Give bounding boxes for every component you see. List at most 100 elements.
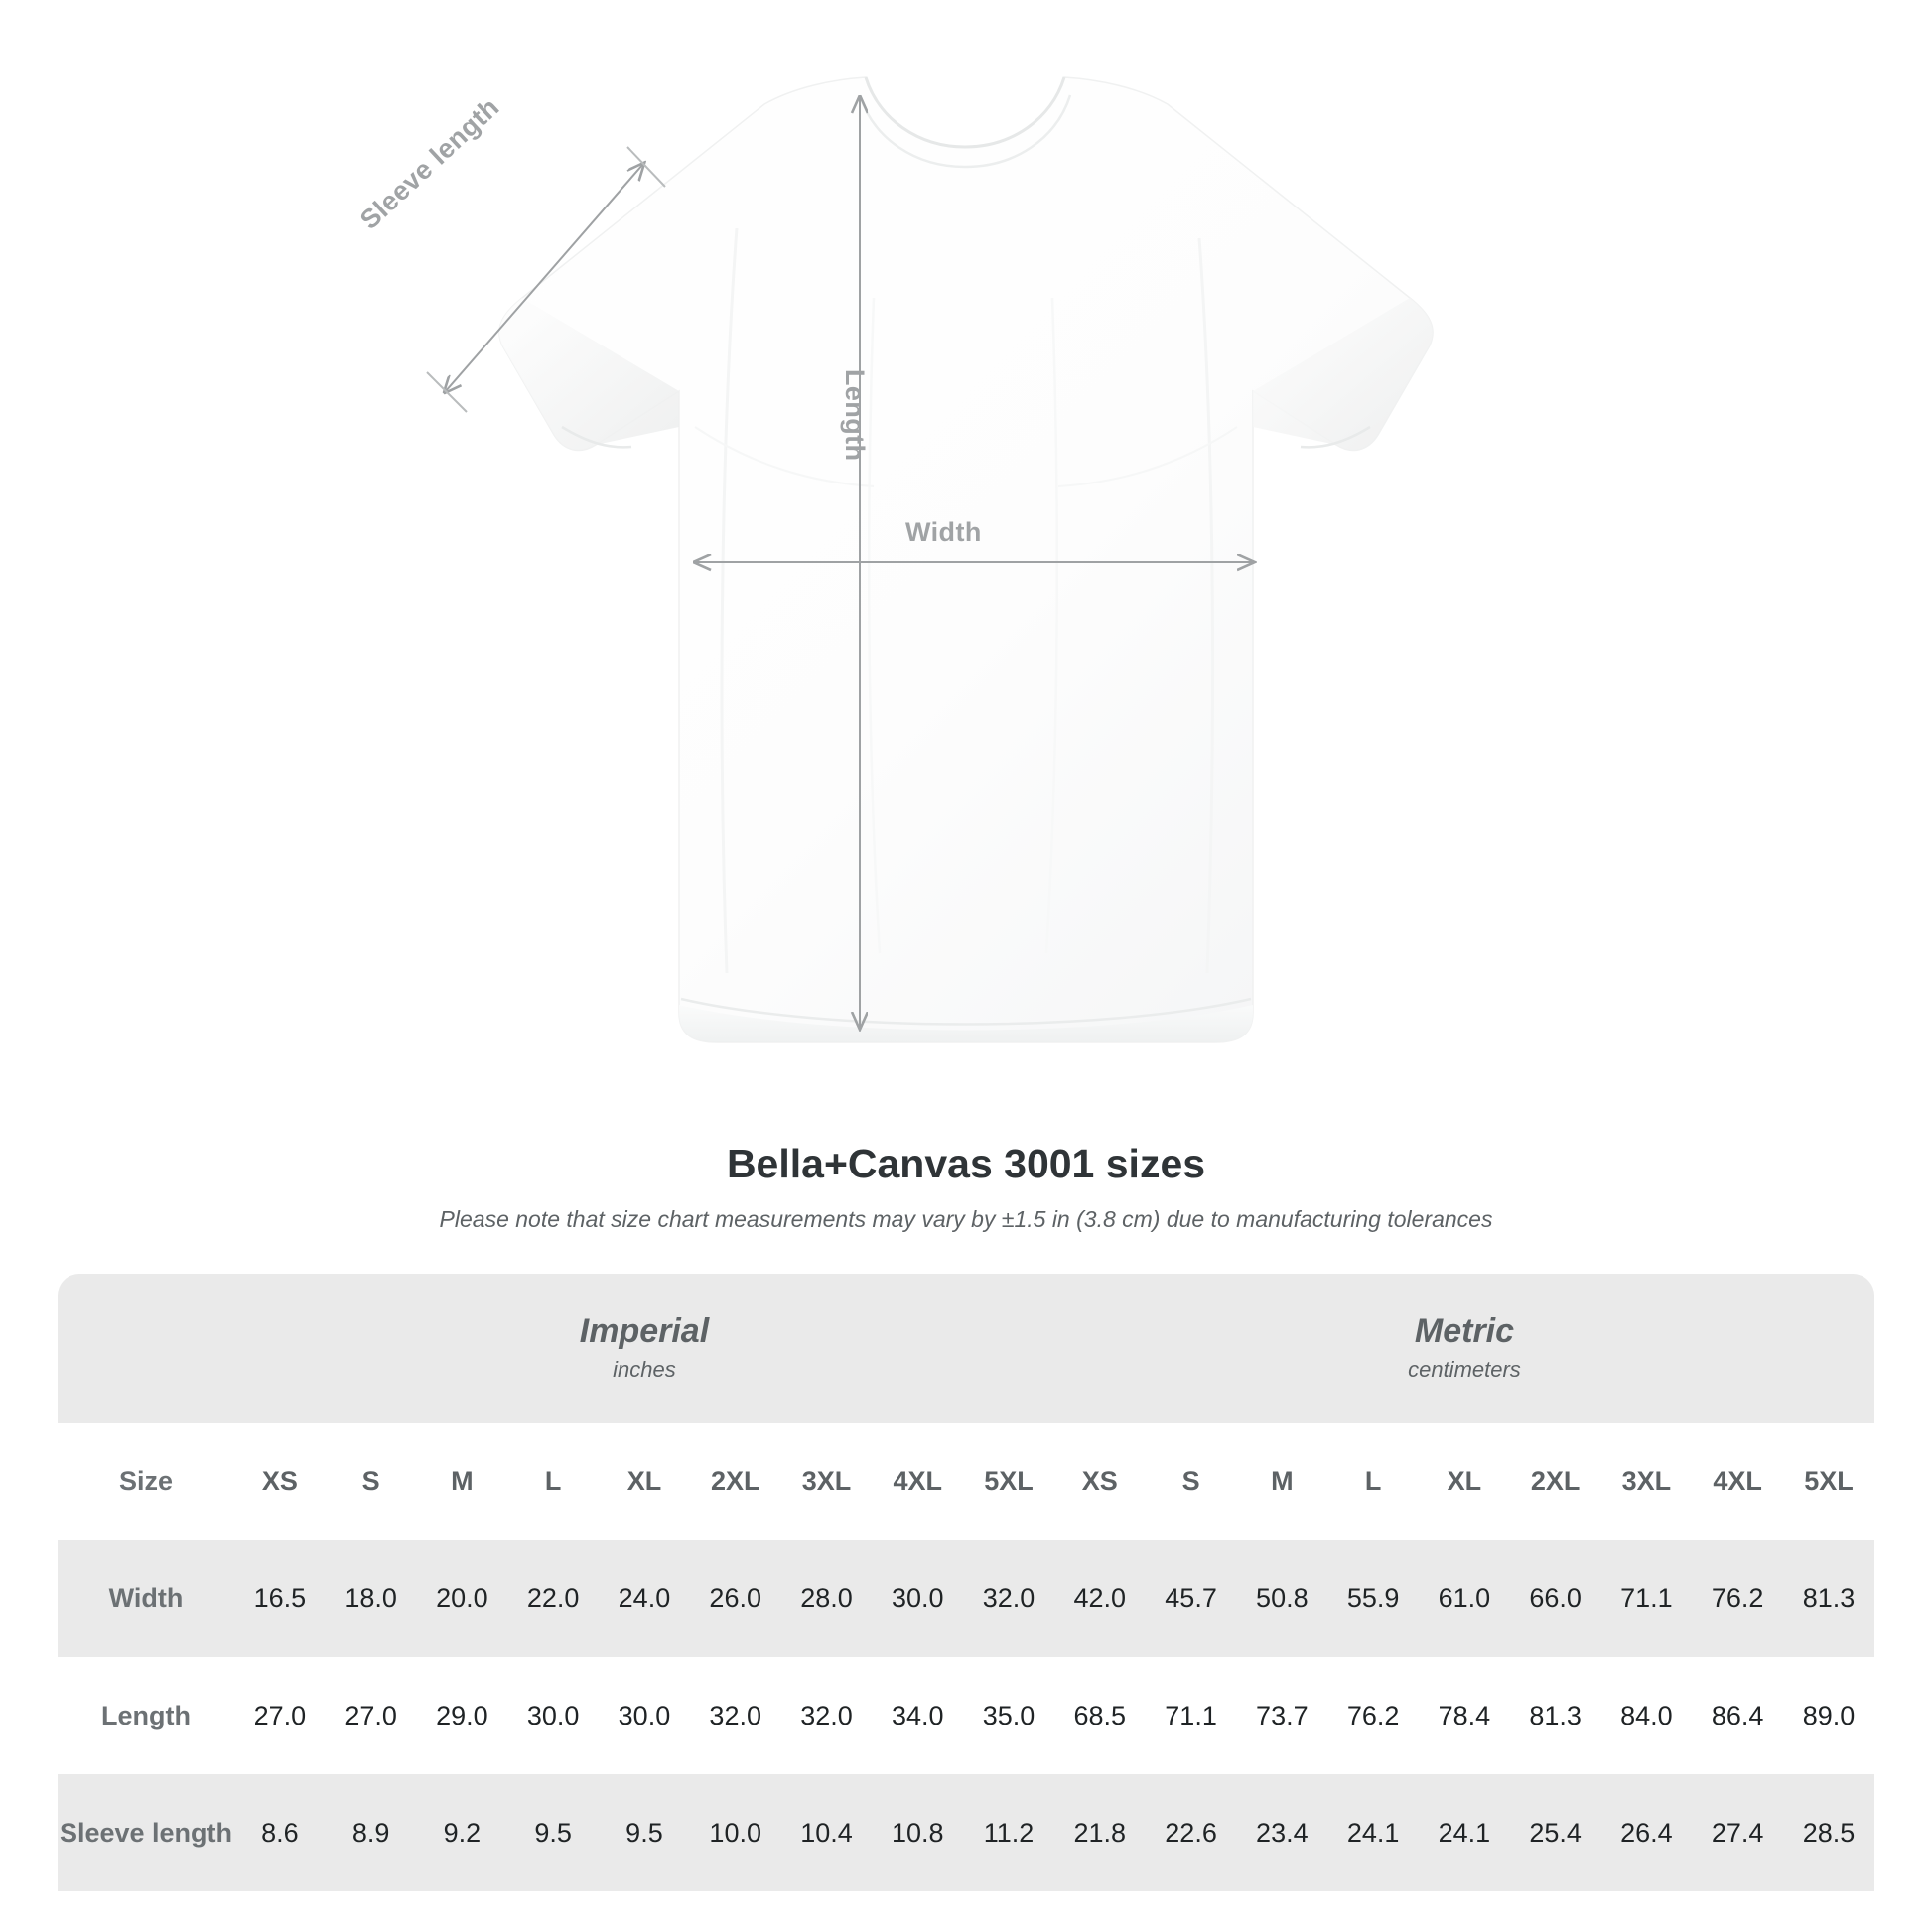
cell-width-4xl-imperial: 30.0 [872,1540,964,1657]
unit-header-imperial: Imperial inches [234,1274,1054,1423]
cell-length-4xl-metric: 86.4 [1692,1657,1784,1774]
unit-name: Metric [1414,1312,1515,1351]
table-row: Width 16.5 18.0 20.0 22.0 24.0 26.0 28.0 30.0 32.… [58,1540,1874,1657]
unit-header-metric: Metric centimeters [1053,1274,1874,1423]
table-row: Sleeve length 8.6 8.9 9.2 9.5 9.5 10.0 10.4 10.8… [58,1774,1874,1891]
tshirt-illustration: Sleeve length Length Width [354,76,1434,1043]
cell-sleeve-length-xs-metric: 21.8 [1053,1774,1146,1891]
cell-sleeve-length-5xl-imperial: 11.2 [963,1774,1054,1891]
tolerance-note: Please note that size chart measurements… [439,1206,1493,1233]
unit-system-header-row: Imperial inches Metric centimeters [58,1274,1874,1423]
size-column-header-4xl-imperial: 4XL [872,1423,964,1540]
cell-sleeve-length-5xl-metric: 28.5 [1783,1774,1874,1891]
cell-length-s-metric: 71.1 [1145,1657,1237,1774]
cell-length-2xl-metric: 81.3 [1509,1657,1601,1774]
size-chart-table: Imperial inches Metric centimeters Size XS S M L… [58,1274,1874,1891]
cell-sleeve-length-4xl-imperial: 10.8 [872,1774,964,1891]
cell-sleeve-length-l-metric: 24.1 [1327,1774,1419,1891]
cell-width-s-metric: 45.7 [1145,1540,1237,1657]
cell-width-m-imperial: 20.0 [416,1540,508,1657]
length-label: Length [840,369,870,462]
cell-sleeve-length-3xl-imperial: 10.4 [780,1774,873,1891]
cell-sleeve-length-s-imperial: 8.9 [325,1774,417,1891]
cell-width-l-metric: 55.9 [1327,1540,1419,1657]
cell-sleeve-length-m-metric: 23.4 [1236,1774,1328,1891]
tshirt-diagram-svg [426,76,1434,1043]
cell-width-xs-imperial: 16.5 [234,1540,326,1657]
cell-sleeve-length-4xl-metric: 27.4 [1692,1774,1784,1891]
cell-width-2xl-imperial: 26.0 [689,1540,781,1657]
size-column-header-s-imperial: S [325,1423,417,1540]
cell-width-3xl-imperial: 28.0 [780,1540,873,1657]
cell-length-3xl-metric: 84.0 [1600,1657,1693,1774]
cell-width-xl-metric: 61.0 [1418,1540,1510,1657]
cell-sleeve-length-l-imperial: 9.5 [507,1774,600,1891]
cell-sleeve-length-2xl-imperial: 10.0 [689,1774,781,1891]
cell-sleeve-length-3xl-metric: 26.4 [1600,1774,1693,1891]
unit-header-spacer [58,1274,234,1423]
cell-length-l-imperial: 30.0 [507,1657,600,1774]
size-header-row: Size XS S M L XL 2XL 3XL 4XL 5XL XS S M L XL 2XL 3XL 4XL 5… [58,1423,1874,1540]
table-row: Length 27.0 27.0 29.0 30.0 30.0 32.0 32.0 34.0 35… [58,1657,1874,1774]
size-column-header-3xl-imperial: 3XL [780,1423,873,1540]
cell-sleeve-length-s-metric: 22.6 [1145,1774,1237,1891]
cell-length-5xl-imperial: 35.0 [963,1657,1054,1774]
size-column-header-l-imperial: L [507,1423,600,1540]
size-chart-table-container: Imperial inches Metric centimeters Size XS S M L… [58,1274,1874,1891]
dimension-lines [426,97,1253,1028]
cell-width-5xl-metric: 81.3 [1783,1540,1874,1657]
size-column-header-m-metric: M [1236,1423,1328,1540]
unit-subtitle: centimeters [1408,1356,1521,1382]
cell-width-l-imperial: 22.0 [507,1540,600,1657]
cell-width-xl-imperial: 24.0 [599,1540,690,1657]
row-header-sleeve-length: Sleeve length [58,1774,234,1891]
size-column-header-l-metric: L [1327,1423,1419,1540]
size-column-header-xs-imperial: XS [234,1423,326,1540]
cell-length-xs-metric: 68.5 [1053,1657,1146,1774]
cell-length-3xl-imperial: 32.0 [780,1657,873,1774]
row-header-length: Length [58,1657,234,1774]
size-column-header-4xl-metric: 4XL [1692,1423,1784,1540]
unit-subtitle: inches [613,1356,676,1382]
table-corner-size-label: Size [58,1423,234,1540]
width-label: Width [905,517,982,547]
cell-length-2xl-imperial: 32.0 [689,1657,781,1774]
cell-width-s-imperial: 18.0 [325,1540,417,1657]
cell-sleeve-length-2xl-metric: 25.4 [1509,1774,1601,1891]
cell-sleeve-length-xl-imperial: 9.5 [599,1774,690,1891]
row-header-width: Width [58,1540,234,1657]
cell-length-m-metric: 73.7 [1236,1657,1328,1774]
size-column-header-xs-metric: XS [1053,1423,1146,1540]
cell-width-4xl-metric: 76.2 [1692,1540,1784,1657]
chart-header: Bella+Canvas 3001 sizes Please note that… [0,1140,1932,1233]
size-column-header-m-imperial: M [416,1423,508,1540]
cell-length-xl-imperial: 30.0 [599,1657,690,1774]
cell-width-3xl-metric: 71.1 [1600,1540,1693,1657]
cell-length-xs-imperial: 27.0 [234,1657,326,1774]
size-column-header-xl-metric: XL [1418,1423,1510,1540]
cell-length-s-imperial: 27.0 [325,1657,417,1774]
cell-width-xs-metric: 42.0 [1053,1540,1146,1657]
cell-length-5xl-metric: 89.0 [1783,1657,1874,1774]
size-column-header-2xl-imperial: 2XL [689,1423,781,1540]
cell-length-4xl-imperial: 34.0 [872,1657,964,1774]
tshirt-shape [498,76,1434,1043]
cell-width-5xl-imperial: 32.0 [963,1540,1054,1657]
size-column-header-5xl-imperial: 5XL [963,1423,1054,1540]
cell-sleeve-length-xs-imperial: 8.6 [234,1774,326,1891]
cell-length-l-metric: 76.2 [1327,1657,1419,1774]
size-column-header-2xl-metric: 2XL [1509,1423,1601,1540]
size-column-header-3xl-metric: 3XL [1600,1423,1693,1540]
size-column-header-xl-imperial: XL [599,1423,690,1540]
cell-width-2xl-metric: 66.0 [1509,1540,1601,1657]
page-title: Bella+Canvas 3001 sizes [726,1141,1206,1186]
unit-name: Imperial [579,1312,710,1351]
cell-length-xl-metric: 78.4 [1418,1657,1510,1774]
size-column-header-5xl-metric: 5XL [1783,1423,1874,1540]
cell-length-m-imperial: 29.0 [416,1657,508,1774]
cell-width-m-metric: 50.8 [1236,1540,1328,1657]
cell-sleeve-length-xl-metric: 24.1 [1418,1774,1510,1891]
cell-sleeve-length-m-imperial: 9.2 [416,1774,508,1891]
sleeve-length-arrow [445,164,643,392]
size-column-header-s-metric: S [1145,1423,1237,1540]
